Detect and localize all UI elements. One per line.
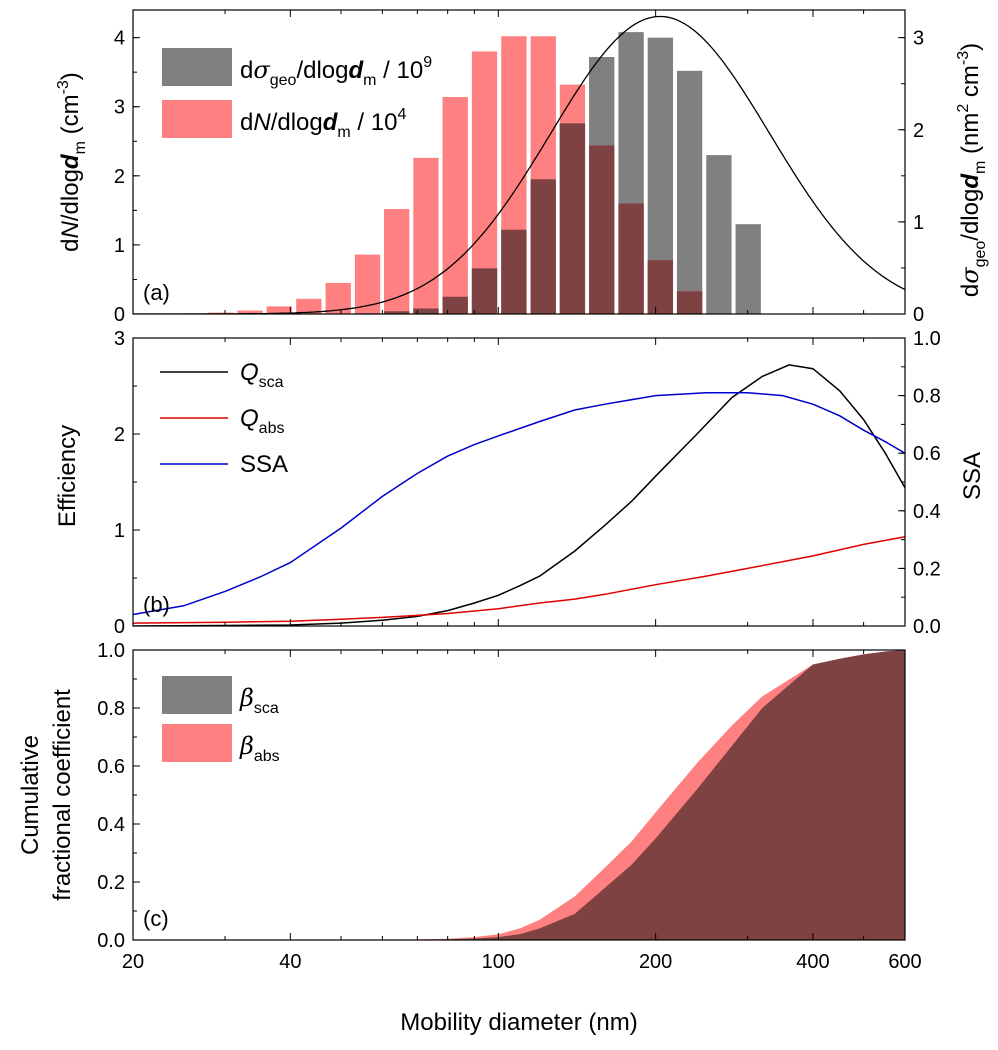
right-y-tick-label: 3: [913, 28, 924, 50]
left-y-tick-label: 1: [114, 235, 125, 257]
legend-swatch-beta-abs: [162, 724, 232, 762]
panel-b-left-axis-title: Efficiency: [54, 425, 81, 527]
number-bar: [383, 208, 410, 314]
right-y-tick-label: 0.0: [913, 616, 941, 638]
right-y-tick-label: 2: [913, 120, 924, 142]
q-sca-line: [133, 364, 905, 626]
legend-swatch-number: [162, 100, 232, 138]
sigma-geo-bar: [735, 224, 761, 314]
legend-label-number: dN/dlogdm / 104: [240, 106, 406, 141]
left-y-tick-label: 2: [114, 424, 125, 446]
sigma-geo-bar: [676, 70, 703, 314]
overlap-bar: [618, 203, 644, 314]
right-y-tick-label: 1.0: [913, 328, 941, 350]
overlap-bar: [589, 145, 615, 314]
overlap-bars: [354, 123, 703, 314]
overlap-bar: [442, 296, 468, 314]
x-tick-label: 100: [482, 951, 515, 973]
left-y-tick-label: 0.4: [97, 814, 125, 836]
overlap-bar: [559, 123, 586, 314]
right-y-tick-label: 0.2: [913, 558, 941, 580]
number-bar: [237, 310, 263, 314]
legend-label-q-abs: Qabs: [240, 405, 284, 437]
left-y-tick-label: 0: [114, 616, 125, 638]
overlap-bar: [413, 308, 439, 314]
overlap-bar: [383, 311, 410, 314]
x-tick-label: 200: [639, 951, 672, 973]
number-bar: [266, 306, 292, 314]
left-y-tick-label: 1: [114, 520, 125, 542]
q-abs-line: [133, 535, 905, 624]
left-y-tick-label: 4: [114, 28, 125, 50]
right-y-tick-label: 0.8: [913, 386, 941, 408]
panel-c-axis-title-line1: Cumulative: [17, 735, 44, 855]
panel-c-axis-title-line2: fractional coefficient: [49, 689, 76, 901]
right-y-tick-label: 1: [913, 212, 924, 234]
panel-b-legend: Qsca Qabs SSA: [160, 359, 288, 478]
ssa-line: [133, 391, 905, 616]
overlap-bar: [647, 260, 674, 314]
plot-frame: [132, 9, 906, 315]
panel-b-label: (b): [143, 592, 170, 617]
overlap-bar: [530, 179, 556, 314]
left-y-tick-label: 3: [114, 328, 125, 350]
overlap-bar: [676, 291, 703, 314]
sigma-geo-bar: [706, 155, 732, 314]
left-y-tick-label: 0.6: [97, 756, 125, 778]
left-y-tick-label: 2: [114, 166, 125, 188]
right-y-tick-label: 0: [913, 304, 924, 326]
number-bar: [296, 298, 322, 314]
panel-a-axes: 0 1 2 3 4 0 1 2 3: [114, 9, 924, 326]
beta-sca-area: [133, 650, 905, 940]
panel-a-right-axis-title: dσgeo/dlogdm (nm2 cm-3): [955, 43, 989, 297]
legend-label-beta-sca: βsca: [239, 684, 279, 717]
left-y-tick-label: 3: [114, 97, 125, 119]
left-y-tick-label: 0.0: [97, 930, 125, 952]
x-tick-label: 40: [279, 951, 301, 973]
panel-c-axes: 20 40 100 200 400 600 0.0 0.2 0.4 0.6 0.8 1.0: [97, 640, 922, 973]
legend-label-q-sca: Qsca: [240, 359, 284, 391]
number-bar: [442, 97, 468, 314]
overlap-bar: [471, 268, 498, 314]
panel-a-left-axis-title: dN/dlogdm (cm-3): [55, 72, 89, 252]
x-tick-label: 600: [888, 951, 921, 973]
panel-c-label: (c): [143, 906, 169, 931]
legend-label-ssa: SSA: [240, 451, 288, 478]
panel-a-label: (a): [143, 280, 170, 305]
panel-b-axes: 0 1 2 3 0.0 0.2 0.4 0.6 0.8 1.0: [114, 328, 941, 638]
x-tick-label: 400: [796, 951, 829, 973]
left-y-tick-label: 0.2: [97, 872, 125, 894]
panel-c-cumulative: 20 40 100 200 400 600 0.0 0.2 0.4 0.6 0.8 1.0 (c) β…: [17, 640, 922, 973]
x-axis-title: Mobility diameter (nm): [400, 1009, 637, 1036]
overlap-bar: [501, 229, 527, 314]
number-bar: [413, 157, 439, 314]
legend-swatch-sigma-geo: [162, 48, 232, 86]
legend-label-beta-abs: βabs: [239, 732, 280, 765]
right-y-tick-label: 0.6: [913, 443, 941, 465]
panel-c-legend: βsca βabs: [162, 676, 280, 765]
right-y-tick-label: 0.4: [913, 501, 941, 523]
panel-b-right-axis-title: SSA: [959, 452, 986, 500]
left-y-tick-label: 0.8: [97, 698, 125, 720]
panel-a-size-distribution: 0 1 2 3 4 0 1 2 3 (a) dσgeo/dlogdm / 109 dN/dlog…: [55, 9, 989, 326]
legend-label-sigma-geo: dσgeo/dlogdm / 109: [240, 54, 432, 89]
panel-b-efficiency: 0 1 2 3 0.0 0.2 0.4 0.6 0.8 1.0 (b) Qsca Qabs SSA…: [54, 328, 986, 638]
left-y-tick-label: 1.0: [97, 640, 125, 662]
panel-a-legend: dσgeo/dlogdm / 109 dN/dlogdm / 104: [162, 48, 432, 141]
x-tick-label: 20: [122, 951, 144, 973]
legend-swatch-beta-sca: [162, 676, 232, 714]
left-y-tick-label: 0: [114, 304, 125, 326]
